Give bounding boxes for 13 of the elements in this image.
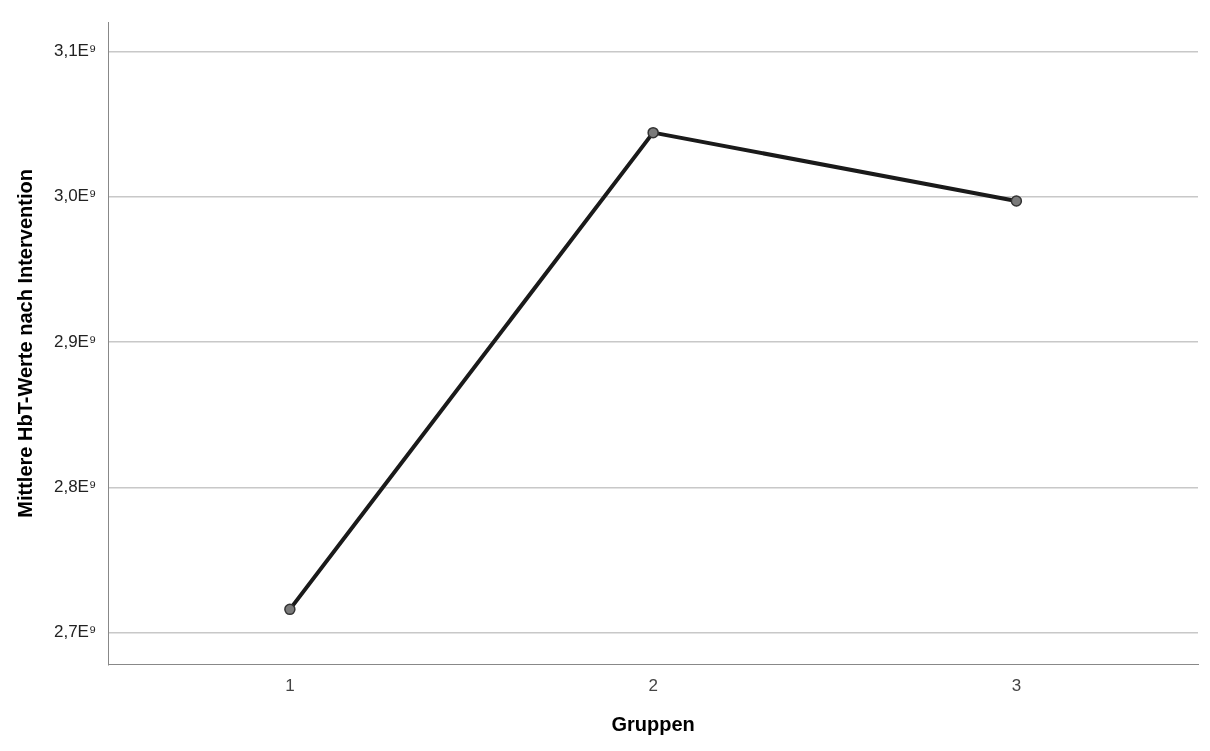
x-tick-label: 3 [1011,676,1022,696]
y-axis-title: Mittlere HbT-Werte nach Intervention [13,169,36,518]
y-tick-label: 2,8E⁹ [53,476,97,496]
point [1010,195,1023,207]
y-tick-label: 3,1E⁹ [53,40,97,60]
x-tick-label: 1 [285,676,295,696]
y-tick-label: 2,9E⁹ [53,331,97,351]
x-axis-title: Gruppen [611,712,695,735]
point [647,126,659,139]
point [284,603,296,616]
x-tick-label: 2 [648,676,658,696]
y-tick-label: 2,7E⁹ [53,622,97,642]
y-tick-label: 3,0E⁹ [53,186,97,206]
